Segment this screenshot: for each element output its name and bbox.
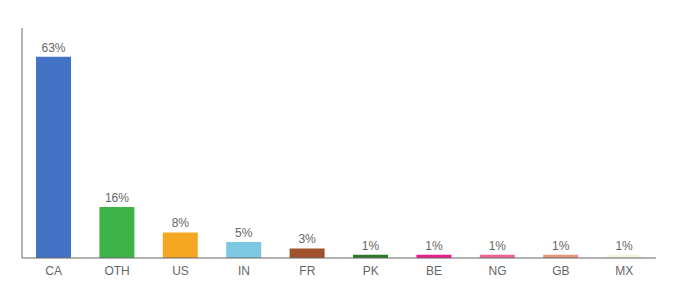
svg-text:1%: 1% <box>362 239 380 253</box>
svg-text:GB: GB <box>552 264 569 278</box>
svg-text:63%: 63% <box>41 41 65 55</box>
svg-text:IN: IN <box>238 264 250 278</box>
svg-text:1%: 1% <box>425 239 443 253</box>
svg-text:8%: 8% <box>172 216 190 230</box>
svg-text:BE: BE <box>426 264 442 278</box>
svg-text:1%: 1% <box>489 239 507 253</box>
svg-text:US: US <box>172 264 189 278</box>
svg-text:3%: 3% <box>298 232 316 246</box>
svg-text:5%: 5% <box>235 226 253 240</box>
svg-text:NG: NG <box>489 264 507 278</box>
svg-text:PK: PK <box>363 264 379 278</box>
svg-text:FR: FR <box>299 264 315 278</box>
svg-text:1%: 1% <box>615 239 633 253</box>
svg-text:CA: CA <box>45 264 62 278</box>
svg-text:16%: 16% <box>105 191 129 205</box>
svg-text:1%: 1% <box>552 239 570 253</box>
svg-text:OTH: OTH <box>104 264 129 278</box>
svg-text:MX: MX <box>615 264 633 278</box>
